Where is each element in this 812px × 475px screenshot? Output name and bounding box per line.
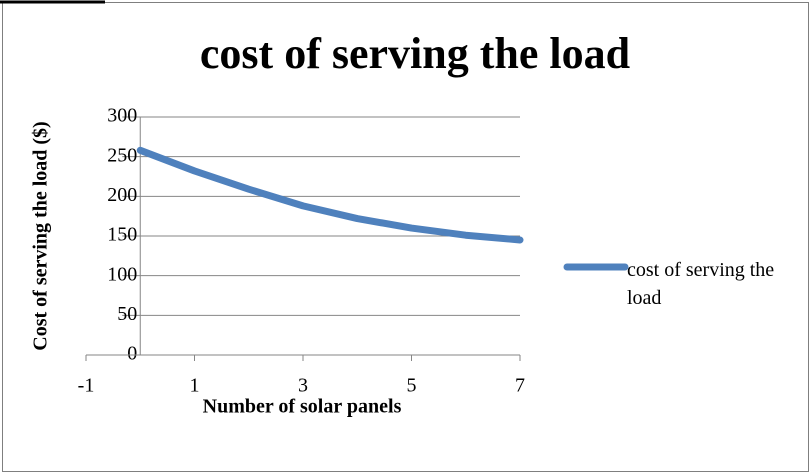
series-line bbox=[136, 146, 524, 244]
y-tick-label: 250 bbox=[107, 144, 137, 166]
x-tick-label: 5 bbox=[407, 375, 417, 397]
y-tick-label: 100 bbox=[107, 263, 137, 285]
x-tick-label: -1 bbox=[78, 375, 95, 397]
x-tick-label: 3 bbox=[298, 375, 308, 397]
legend-label: cost of serving the load bbox=[627, 259, 775, 309]
x-axis-label: Number of solar panels bbox=[203, 396, 402, 418]
y-tick-label: 150 bbox=[107, 224, 137, 246]
chart-title: cost of serving the load bbox=[200, 29, 630, 78]
y-tick-label: 0 bbox=[127, 343, 137, 365]
y-axis-label: Cost of serving the load ($) bbox=[30, 121, 52, 350]
x-tick-label: 1 bbox=[190, 375, 200, 397]
y-tick-label: 50 bbox=[117, 303, 137, 325]
y-tick-label: 300 bbox=[107, 105, 137, 127]
y-tick-label: 200 bbox=[107, 184, 137, 206]
x-tick-label: 7 bbox=[515, 375, 525, 397]
